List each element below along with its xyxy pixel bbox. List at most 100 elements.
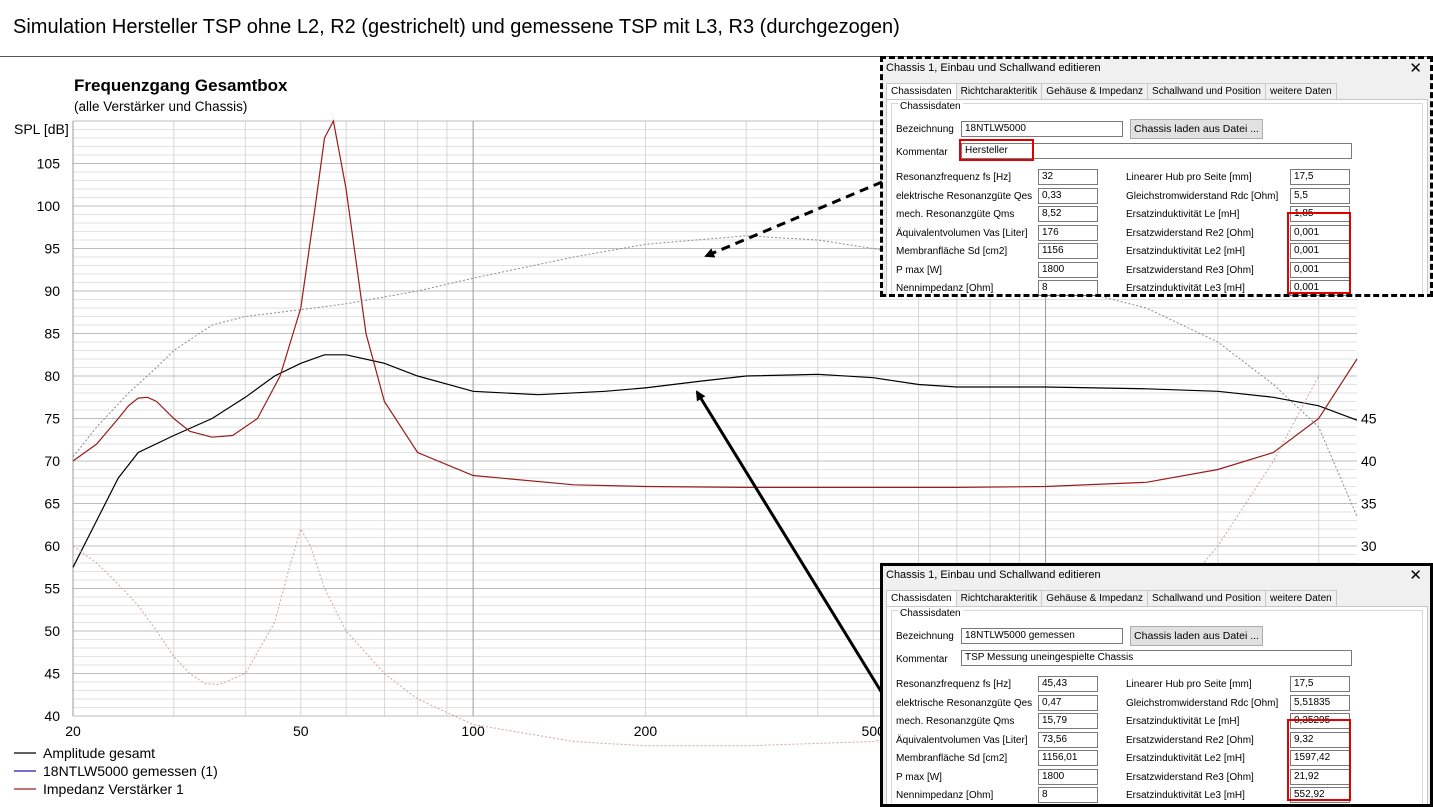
y-tick-label: 50 — [44, 623, 60, 639]
chart-title: Frequenzgang Gesamtbox — [74, 76, 288, 95]
tab-gehaeuse-impedanz[interactable]: Gehäuse & Impedanz — [1041, 590, 1149, 606]
param-field[interactable]: 5,51835 — [1290, 694, 1350, 711]
param-label: Ersatzwiderstand Re3 [Ohm] — [1126, 264, 1254, 276]
param-field[interactable]: 1597,42 — [1290, 750, 1350, 766]
tab-gehaeuse-impedanz[interactable]: Gehäuse & Impedanz — [1041, 83, 1149, 99]
param-label: Ersatzinduktivität Le [mH] — [1126, 716, 1240, 727]
y-axis-label: SPL [dB] — [14, 121, 69, 137]
series-line-1 — [72, 119, 1358, 488]
load-chassis-button[interactable]: Chassis laden aus Datei ... — [1130, 119, 1263, 139]
bezeichnung-label: Bezeichnung — [896, 124, 954, 135]
y-tick-label: 100 — [37, 198, 61, 214]
bezeichnung-field[interactable]: 18NTLW5000 — [961, 121, 1123, 137]
kommentar-label: Kommentar — [896, 147, 948, 158]
param-field[interactable]: 8,52 — [1038, 206, 1098, 222]
y2-tick-label: 35 — [1361, 496, 1377, 512]
tab-schallwand-position[interactable]: Schallwand und Position — [1147, 83, 1266, 99]
kommentar-highlight — [959, 139, 1034, 161]
y2-tick-label: 45 — [1361, 411, 1377, 427]
param-field[interactable]: 1156,01 — [1038, 750, 1098, 766]
param-field[interactable]: 176 — [1038, 224, 1098, 241]
bezeichnung-field[interactable]: 18NTLW5000 gemessen — [961, 628, 1123, 644]
legend-label: Impedanz Verstärker 1 — [43, 781, 184, 797]
page-title: Simulation Hersteller TSP ohne L2, R2 (g… — [13, 16, 900, 38]
param-field[interactable]: 17,5 — [1290, 169, 1350, 185]
tab-chassisdaten[interactable]: Chassisdaten — [886, 83, 957, 99]
y-tick-label: 105 — [37, 156, 61, 172]
param-label: Ersatzinduktivität Le2 [mH] — [1126, 246, 1245, 257]
param-label: elektrische Resonanzgüte Qes — [896, 697, 1033, 709]
param-label: Ersatzinduktivität Le2 [mH] — [1126, 753, 1245, 764]
param-label: mech. Resonanzgüte Qms — [896, 209, 1015, 220]
param-label: mech. Resonanzgüte Qms — [896, 716, 1015, 727]
param-label: Ersatzinduktivität Le3 [mH] — [1126, 790, 1245, 801]
param-label: Ersatzwiderstand Re2 [Ohm] — [1126, 734, 1254, 746]
y-tick-label: 45 — [44, 666, 60, 682]
extra-params-highlight — [1287, 212, 1351, 294]
y2-tick-label: 40 — [1361, 453, 1377, 469]
y-tick-label: 90 — [44, 283, 60, 299]
tab-weitere-daten[interactable]: weitere Daten — [1265, 590, 1337, 606]
dialog-measured: Chassis 1, Einbau und Schallwand editier… — [882, 564, 1432, 807]
param-field[interactable]: 15,79 — [1038, 713, 1098, 729]
param-field[interactable]: 0,33 — [1038, 187, 1098, 204]
param-field[interactable]: 1800 — [1038, 261, 1098, 278]
tab-panel: Chassisdaten Bezeichnung 18NTLW5000 geme… — [886, 606, 1428, 807]
kommentar-field[interactable]: Hersteller — [961, 143, 1352, 159]
close-icon[interactable]: ✕ — [1409, 567, 1422, 584]
tab-schallwand-position[interactable]: Schallwand und Position — [1147, 590, 1266, 606]
param-field[interactable]: 8 — [1038, 787, 1098, 803]
param-label: P max [W] — [896, 771, 942, 783]
param-label: Ersatzinduktivität Le3 [mH] — [1126, 283, 1245, 294]
kommentar-field[interactable]: TSP Messung uneingespielte Chassis — [961, 650, 1352, 666]
annotation-arrows — [695, 180, 884, 694]
dialog-manufacturer: Chassis 1, Einbau und Schallwand editier… — [882, 57, 1432, 297]
chart-legend: Amplitude gesamt 18NTLW5000 gemessen (1) I… — [14, 745, 218, 797]
param-field[interactable]: 17,5 — [1290, 676, 1350, 692]
y-tick-label: 55 — [44, 581, 60, 597]
param-field[interactable]: 5,5 — [1290, 187, 1350, 204]
close-icon[interactable]: ✕ — [1409, 60, 1422, 77]
param-field[interactable]: 0,47 — [1038, 694, 1098, 711]
y-tick-label: 95 — [44, 241, 60, 257]
dashed-arrow — [704, 180, 883, 258]
tab-chassisdaten[interactable]: Chassisdaten — [886, 590, 957, 606]
param-label: Gleichstromwiderstand Rdc [Ohm] — [1126, 697, 1279, 709]
param-label: Ersatzinduktivität Le [mH] — [1126, 209, 1240, 220]
dialog-tabs: Chassisdaten Richtcharakteritik Gehäuse … — [886, 83, 1337, 99]
y-tick-label: 80 — [44, 368, 60, 384]
param-label: Linearer Hub pro Seite [mm] — [1126, 172, 1252, 183]
y-tick-label: 65 — [44, 496, 60, 512]
param-field[interactable]: 32 — [1038, 169, 1098, 185]
param-label: Nennimpedanz [Ohm] — [896, 790, 994, 801]
y-tick-label: 40 — [44, 708, 60, 724]
param-field[interactable]: 8 — [1038, 280, 1098, 296]
title-separator — [0, 56, 1433, 57]
param-label: Gleichstromwiderstand Rdc [Ohm] — [1126, 190, 1279, 202]
kommentar-label: Kommentar — [896, 654, 948, 665]
param-field[interactable]: 1156 — [1038, 243, 1098, 259]
y-tick-label: 60 — [44, 538, 60, 554]
param-label: elektrische Resonanzgüte Qes — [896, 190, 1033, 202]
param-label: Ersatzwiderstand Re2 [Ohm] — [1126, 227, 1254, 239]
chart-subtitle: (alle Verstärker und Chassis) — [74, 99, 247, 114]
param-label: Äquivalentvolumen Vas [Liter] — [896, 227, 1028, 239]
param-label: Membranfläche Sd [cm2] — [896, 753, 1008, 764]
x-tick-label: 200 — [634, 723, 658, 739]
x-tick-label: 20 — [65, 723, 81, 739]
load-chassis-button[interactable]: Chassis laden aus Datei ... — [1130, 626, 1263, 646]
tab-richtcharakteritik[interactable]: Richtcharakteritik — [955, 83, 1043, 99]
legend-label: Amplitude gesamt — [43, 745, 155, 761]
param-field[interactable]: 45,43 — [1038, 676, 1098, 692]
y-tick-label: 75 — [44, 411, 60, 427]
extra-params-highlight — [1287, 719, 1351, 801]
param-label: P max [W] — [896, 264, 942, 276]
param-field[interactable]: 1800 — [1038, 768, 1098, 785]
tab-weitere-daten[interactable]: weitere Daten — [1265, 83, 1337, 99]
solid-arrow — [695, 390, 884, 694]
param-field[interactable]: 0,001 — [1290, 224, 1350, 241]
group-label: Chassisdaten — [898, 101, 963, 112]
param-field[interactable]: 73,56 — [1038, 731, 1098, 748]
tab-richtcharakteritik[interactable]: Richtcharakteritik — [955, 590, 1043, 606]
series-line-0 — [72, 354, 1358, 568]
